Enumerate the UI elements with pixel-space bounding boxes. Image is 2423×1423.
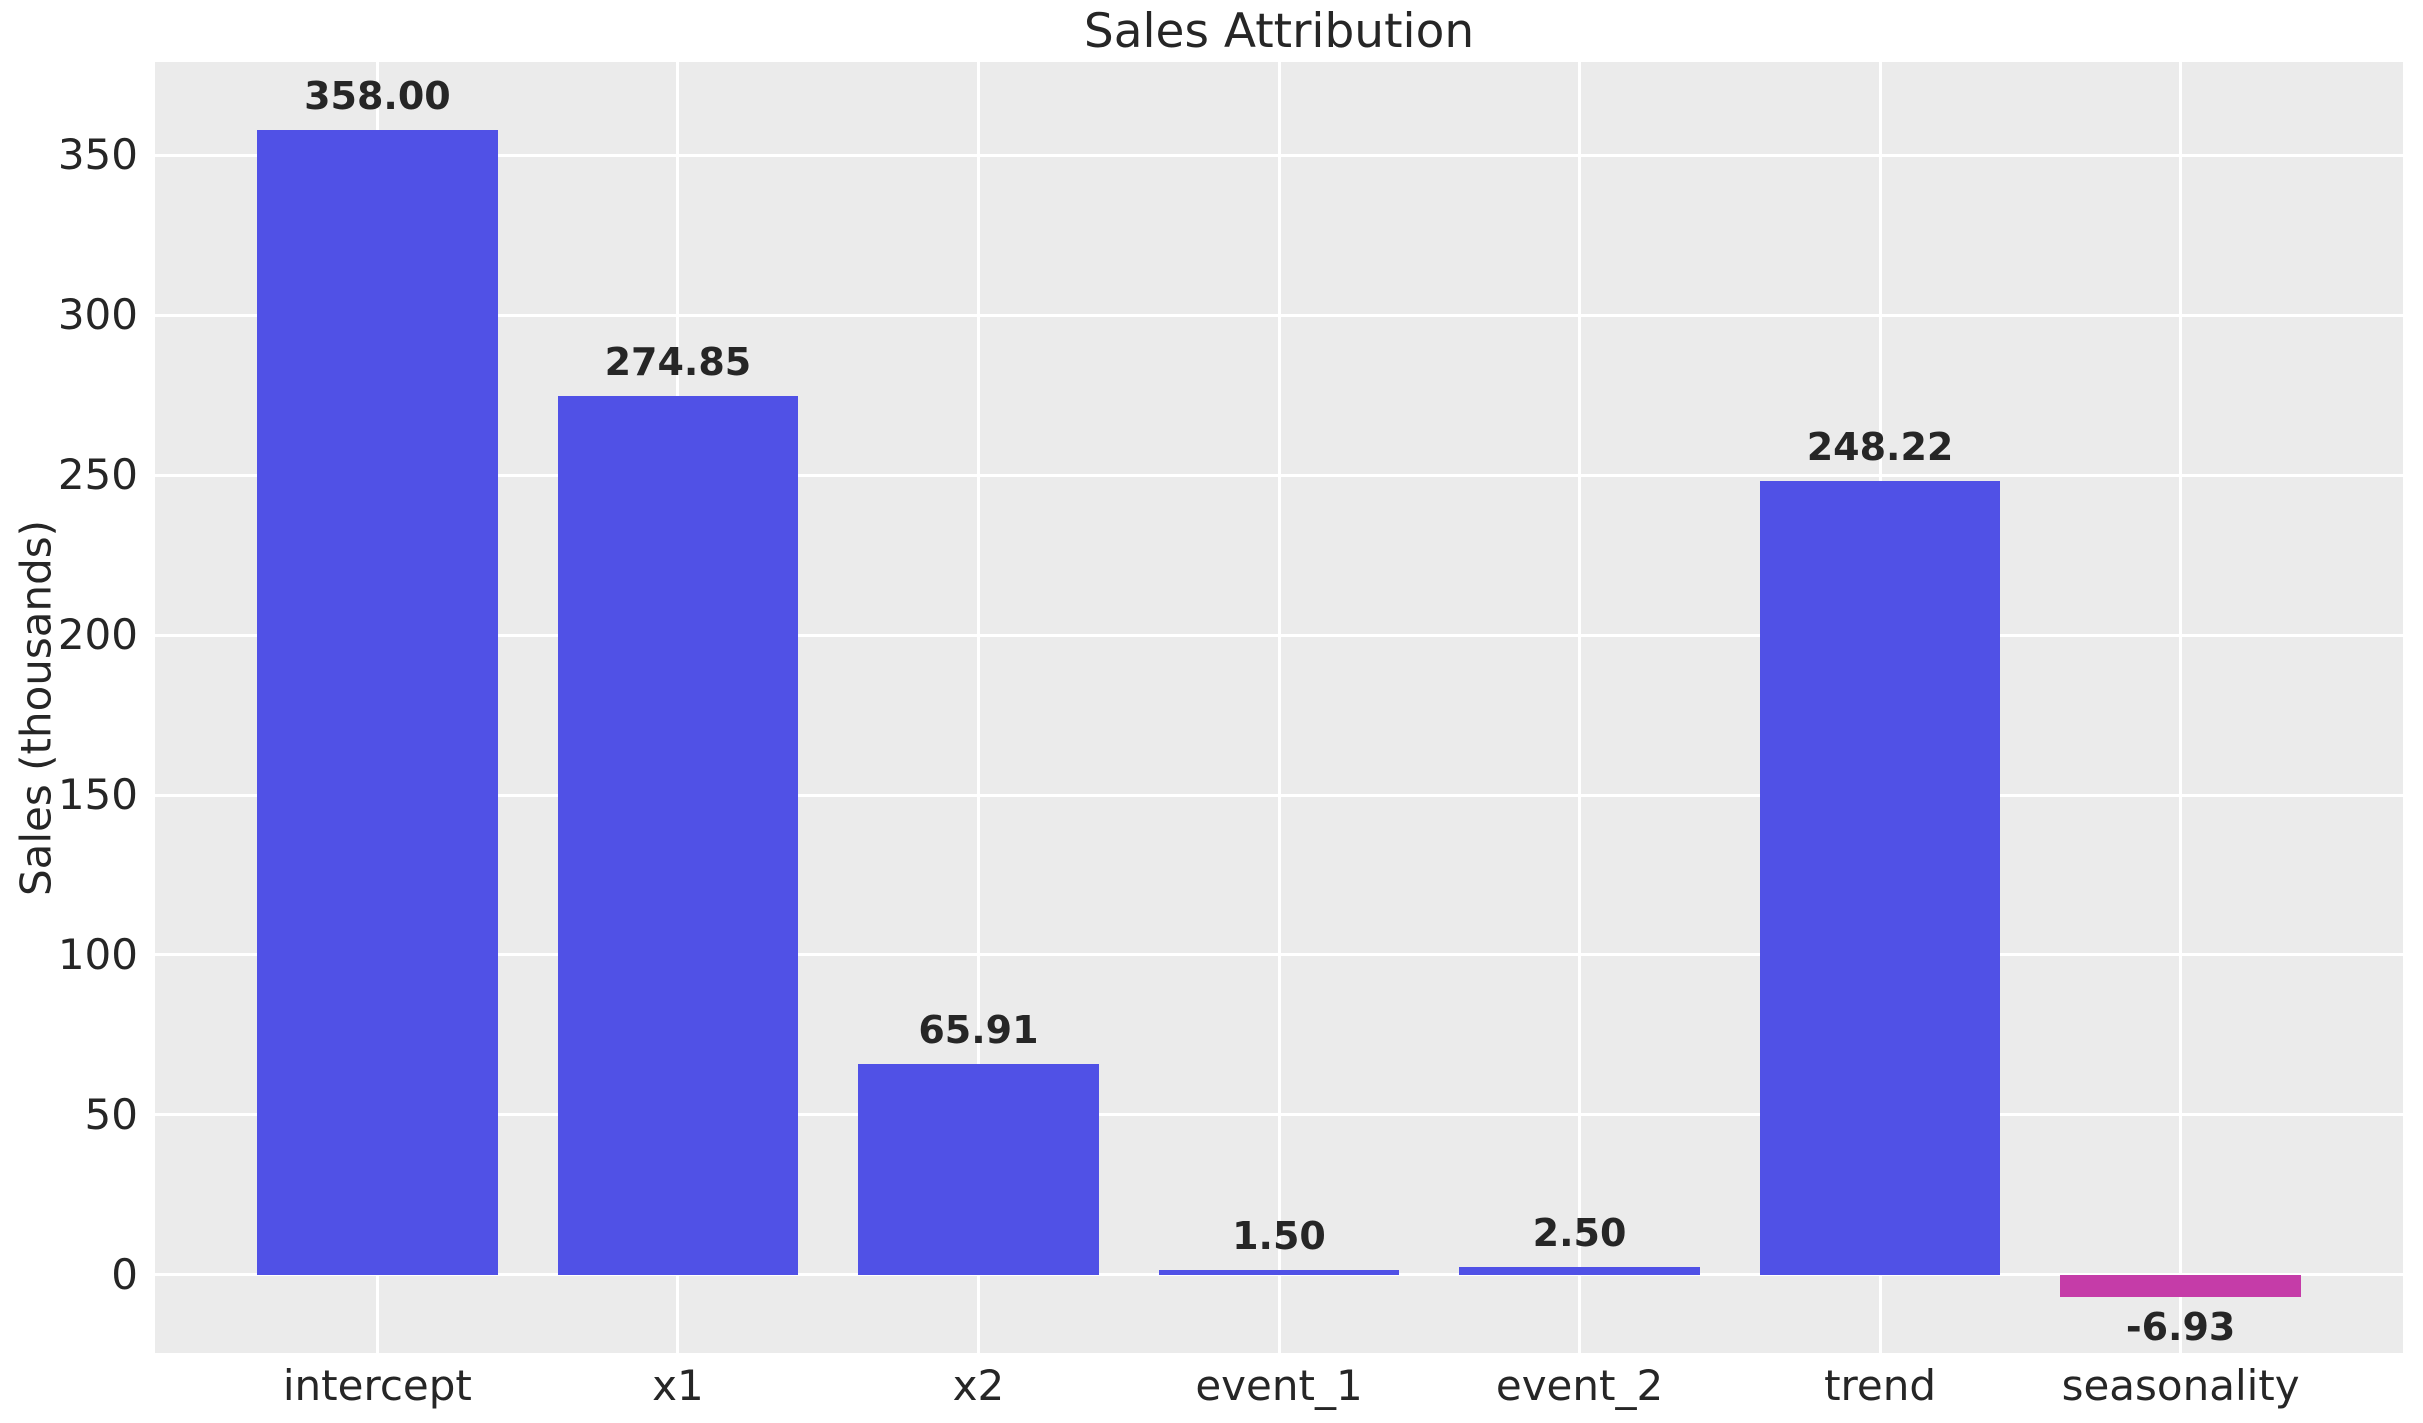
x-tick-label: seasonality xyxy=(2061,1361,2300,1410)
bar-value-label: 274.85 xyxy=(604,339,752,384)
y-tick-label: 350 xyxy=(57,130,138,180)
bar-value-label: 1.50 xyxy=(1232,1214,1326,1259)
plot-area: 358.00 274.85 65.91 1.50 2.50 248.22 -6.93 xyxy=(155,62,2403,1353)
bar-seasonality xyxy=(2060,1274,2301,1298)
y-tick-label: 150 xyxy=(57,770,138,819)
y-tick-label: 200 xyxy=(57,610,138,660)
y-tick-label: 250 xyxy=(57,450,138,500)
x-tick-label: x2 xyxy=(952,1361,1005,1410)
gridline-vertical xyxy=(1277,62,1281,1353)
y-tick-label: 300 xyxy=(57,290,138,340)
bar-intercept xyxy=(257,129,498,1275)
bar-value-label: -6.93 xyxy=(2125,1305,2236,1350)
bar-trend xyxy=(1759,480,2001,1275)
x-tick-label: x1 xyxy=(652,1361,704,1410)
y-axis-label: Sales (thousands) xyxy=(11,519,61,897)
x-tick-label: event_1 xyxy=(1195,1361,1363,1410)
x-tick-label: intercept xyxy=(282,1361,472,1410)
bar-value-label: 2.50 xyxy=(1532,1210,1627,1255)
bar-event_2 xyxy=(1459,1266,1700,1275)
y-tick-label: 50 xyxy=(84,1089,138,1139)
bar-x2 xyxy=(858,1064,1099,1275)
x-tick-label: trend xyxy=(1824,1361,1937,1410)
y-tick-label: 0 xyxy=(111,1249,138,1299)
gridline-vertical xyxy=(976,62,980,1353)
gridline-vertical xyxy=(2179,62,2183,1353)
bar-x1 xyxy=(557,395,799,1275)
bar-value-label: 65.91 xyxy=(918,1008,1039,1053)
x-tick-label: event_2 xyxy=(1495,1361,1664,1410)
gridline-vertical xyxy=(1578,62,1582,1353)
y-tick-label: 100 xyxy=(57,929,138,979)
bar-value-label: 248.22 xyxy=(1806,424,1954,469)
chart-title: Sales Attribution xyxy=(1083,4,1475,59)
bar-event_1 xyxy=(1158,1270,1400,1275)
bar-value-label: 358.00 xyxy=(304,73,451,118)
